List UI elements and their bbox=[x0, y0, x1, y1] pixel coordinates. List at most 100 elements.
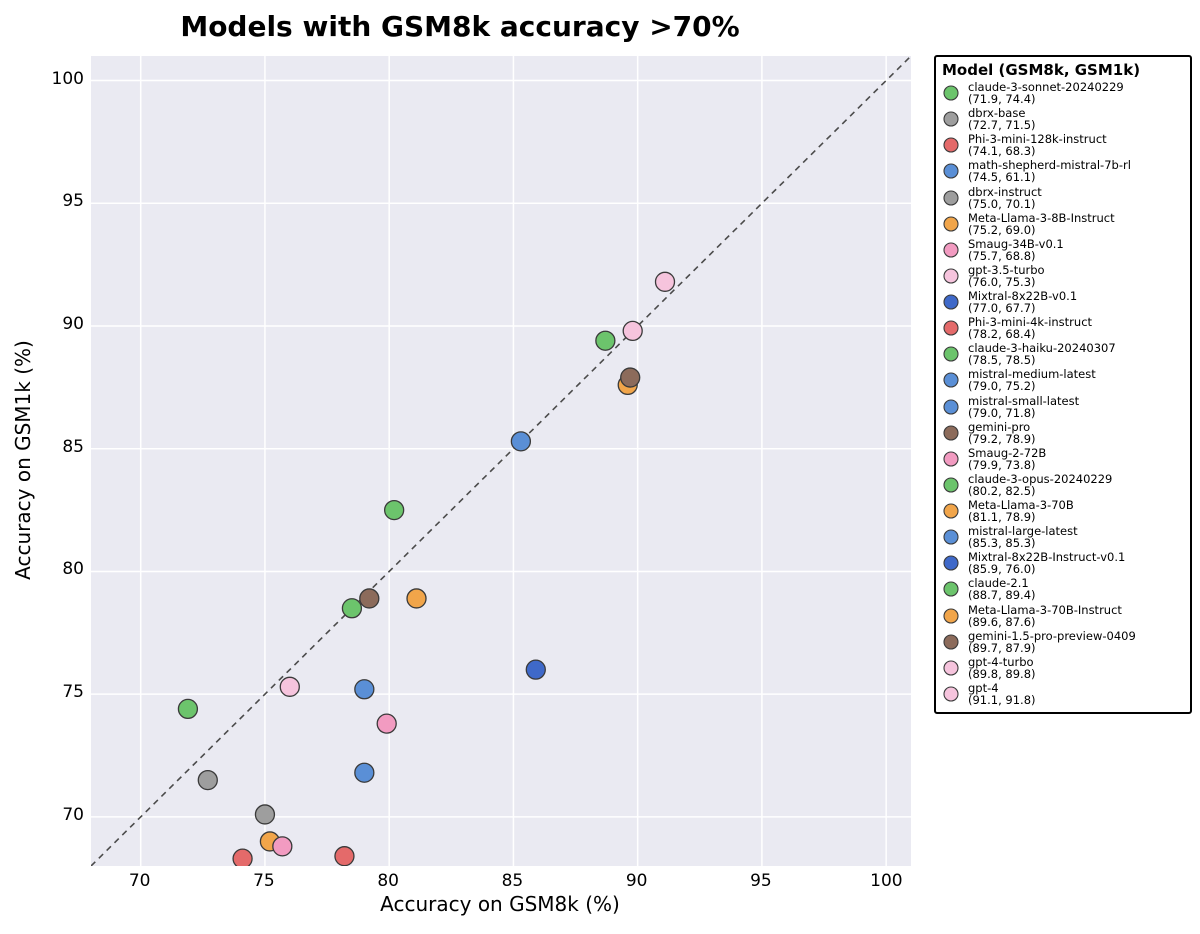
legend-marker-icon bbox=[942, 398, 960, 416]
legend-label: Meta-Llama-3-70B-Instruct(89.6, 87.6) bbox=[968, 604, 1122, 628]
legend-label: claude-2.1(88.7, 89.4) bbox=[968, 577, 1036, 601]
data-point bbox=[621, 368, 640, 387]
data-point bbox=[623, 321, 642, 340]
data-point bbox=[511, 432, 530, 451]
data-point bbox=[407, 589, 426, 608]
y-axis-label-container: Accuracy on GSM1k (%) bbox=[8, 55, 38, 865]
legend-item: claude-3-sonnet-20240229(71.9, 74.4) bbox=[942, 81, 1184, 105]
legend-marker-icon bbox=[942, 424, 960, 442]
legend-marker-icon bbox=[942, 84, 960, 102]
legend-item: Meta-Llama-3-8B-Instruct(75.2, 69.0) bbox=[942, 212, 1184, 236]
legend-label: gpt-4(91.1, 91.8) bbox=[968, 682, 1036, 706]
legend-label: gemini-pro(79.2, 78.9) bbox=[968, 421, 1036, 445]
legend-label: dbrx-base(72.7, 71.5) bbox=[968, 107, 1036, 131]
data-point bbox=[360, 589, 379, 608]
x-tick-label: 85 bbox=[497, 871, 527, 891]
x-tick-label: 75 bbox=[249, 871, 279, 891]
legend-marker-icon bbox=[942, 345, 960, 363]
legend-label: gpt-3.5-turbo(76.0, 75.3) bbox=[968, 264, 1045, 288]
legend-label: Phi-3-mini-4k-instruct(78.2, 68.4) bbox=[968, 316, 1092, 340]
legend-marker-icon bbox=[942, 633, 960, 651]
legend-marker-icon bbox=[942, 241, 960, 259]
legend-marker-icon bbox=[942, 502, 960, 520]
legend-item: Smaug-2-72B(79.9, 73.8) bbox=[942, 447, 1184, 471]
data-point bbox=[280, 677, 299, 696]
legend-label: mistral-large-latest(85.3, 85.3) bbox=[968, 525, 1078, 549]
legend-item: mistral-medium-latest(79.0, 75.2) bbox=[942, 368, 1184, 392]
y-tick-label: 85 bbox=[44, 437, 84, 457]
legend-label: Mixtral-8x22B-v0.1(77.0, 67.7) bbox=[968, 290, 1077, 314]
legend-label: Mixtral-8x22B-Instruct-v0.1(85.9, 76.0) bbox=[968, 551, 1125, 575]
legend-item: Mixtral-8x22B-v0.1(77.0, 67.7) bbox=[942, 290, 1184, 314]
data-point bbox=[526, 660, 545, 679]
y-axis-label: Accuracy on GSM1k (%) bbox=[11, 340, 35, 580]
legend-item: dbrx-base(72.7, 71.5) bbox=[942, 107, 1184, 131]
legend-marker-icon bbox=[942, 136, 960, 154]
data-point bbox=[377, 714, 396, 733]
legend-item: mistral-small-latest(79.0, 71.8) bbox=[942, 395, 1184, 419]
data-point bbox=[198, 771, 217, 790]
x-tick-label: 95 bbox=[746, 871, 776, 891]
data-point bbox=[233, 849, 252, 866]
x-axis-label: Accuracy on GSM8k (%) bbox=[90, 892, 910, 916]
data-point bbox=[355, 680, 374, 699]
legend-marker-icon bbox=[942, 476, 960, 494]
legend-label: gpt-4-turbo(89.8, 89.8) bbox=[968, 656, 1036, 680]
legend-item: math-shepherd-mistral-7b-rl(74.5, 61.1) bbox=[942, 159, 1184, 183]
legend-item: Smaug-34B-v0.1(75.7, 68.8) bbox=[942, 238, 1184, 262]
legend-marker-icon bbox=[942, 162, 960, 180]
legend-title: Model (GSM8k, GSM1k) bbox=[942, 61, 1184, 79]
legend-marker-icon bbox=[942, 580, 960, 598]
legend-marker-icon bbox=[942, 685, 960, 703]
legend-item: mistral-large-latest(85.3, 85.3) bbox=[942, 525, 1184, 549]
legend-item: Meta-Llama-3-70B(81.1, 78.9) bbox=[942, 499, 1184, 523]
y-tick-label: 100 bbox=[44, 69, 84, 89]
legend-marker-icon bbox=[942, 215, 960, 233]
legend-label: Smaug-2-72B(79.9, 73.8) bbox=[968, 447, 1046, 471]
legend-item: gpt-4-turbo(89.8, 89.8) bbox=[942, 656, 1184, 680]
legend-label: mistral-medium-latest(79.0, 75.2) bbox=[968, 368, 1096, 392]
data-point bbox=[335, 847, 354, 866]
legend-item: Meta-Llama-3-70B-Instruct(89.6, 87.6) bbox=[942, 604, 1184, 628]
legend-item: claude-3-opus-20240229(80.2, 82.5) bbox=[942, 473, 1184, 497]
x-tick-label: 80 bbox=[373, 871, 403, 891]
legend-label: math-shepherd-mistral-7b-rl(74.5, 61.1) bbox=[968, 159, 1131, 183]
legend-marker-icon bbox=[942, 110, 960, 128]
data-point bbox=[273, 837, 292, 856]
y-tick-label: 90 bbox=[44, 314, 84, 334]
legend-label: Meta-Llama-3-8B-Instruct(75.2, 69.0) bbox=[968, 212, 1115, 236]
legend-label: dbrx-instruct(75.0, 70.1) bbox=[968, 186, 1042, 210]
y-tick-label: 70 bbox=[44, 805, 84, 825]
legend-marker-icon bbox=[942, 528, 960, 546]
legend-label: claude-3-sonnet-20240229(71.9, 74.4) bbox=[968, 81, 1124, 105]
x-tick-label: 90 bbox=[622, 871, 652, 891]
legend-marker-icon bbox=[942, 267, 960, 285]
legend-marker-icon bbox=[942, 319, 960, 337]
legend-label: mistral-small-latest(79.0, 71.8) bbox=[968, 395, 1079, 419]
legend: Model (GSM8k, GSM1k) claude-3-sonnet-202… bbox=[934, 55, 1192, 714]
y-tick-label: 75 bbox=[44, 682, 84, 702]
scatter-plot bbox=[90, 55, 910, 865]
data-point bbox=[656, 272, 675, 291]
y-tick-label: 95 bbox=[44, 191, 84, 211]
legend-item: gpt-3.5-turbo(76.0, 75.3) bbox=[942, 264, 1184, 288]
x-tick-label: 100 bbox=[870, 871, 900, 891]
legend-label: claude-3-haiku-20240307(78.5, 78.5) bbox=[968, 342, 1116, 366]
legend-item: gpt-4(91.1, 91.8) bbox=[942, 682, 1184, 706]
chart-title: Models with GSM8k accuracy >70% bbox=[0, 10, 920, 43]
legend-marker-icon bbox=[942, 554, 960, 572]
data-point bbox=[342, 599, 361, 618]
legend-item: dbrx-instruct(75.0, 70.1) bbox=[942, 186, 1184, 210]
legend-marker-icon bbox=[942, 293, 960, 311]
data-point bbox=[178, 699, 197, 718]
legend-item: claude-2.1(88.7, 89.4) bbox=[942, 577, 1184, 601]
y-tick-label: 80 bbox=[44, 559, 84, 579]
legend-label: Phi-3-mini-128k-instruct(74.1, 68.3) bbox=[968, 133, 1107, 157]
legend-item: gemini-1.5-pro-preview-0409(89.7, 87.9) bbox=[942, 630, 1184, 654]
legend-marker-icon bbox=[942, 450, 960, 468]
legend-item: gemini-pro(79.2, 78.9) bbox=[942, 421, 1184, 445]
data-point bbox=[385, 501, 404, 520]
legend-item: claude-3-haiku-20240307(78.5, 78.5) bbox=[942, 342, 1184, 366]
legend-marker-icon bbox=[942, 189, 960, 207]
data-point bbox=[255, 805, 274, 824]
